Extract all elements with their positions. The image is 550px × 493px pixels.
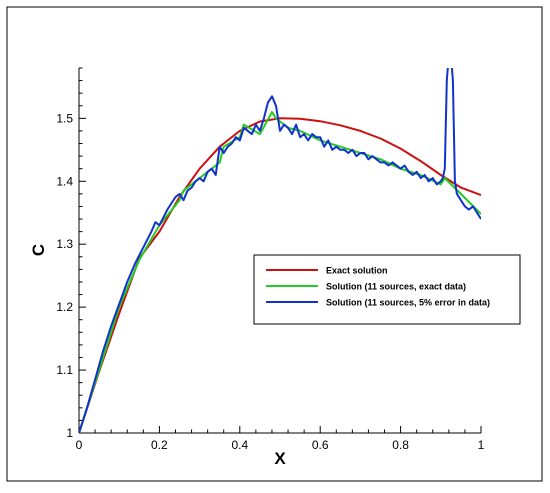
legend-label: Solution (11 sources, exact data): [326, 282, 466, 292]
y-tick-label: 1.1: [56, 363, 73, 377]
y-tick-label: 1.3: [56, 237, 73, 251]
legend-label: Solution (11 sources, 5% error in data): [326, 298, 490, 308]
x-tick-label: 0.8: [392, 438, 409, 452]
solution-noisy-data-line: [79, 68, 481, 433]
x-tick-label: 0.4: [231, 438, 248, 452]
legend-box: [253, 254, 521, 325]
y-axis-title: C: [29, 244, 48, 256]
legend: Exact solution Solution (11 sources, exac…: [253, 254, 521, 325]
y-tick-label: 1: [66, 426, 73, 440]
x-tick-label: 1: [478, 438, 485, 452]
x-tick-label: 0.2: [151, 438, 168, 452]
x-tick-label: 0: [76, 438, 83, 452]
solution-exact-data-line: [79, 111, 481, 433]
y-tick-label: 1.5: [56, 111, 73, 125]
x-tick-label: 0.6: [312, 438, 329, 452]
legend-label: Exact solution: [326, 266, 388, 276]
axes: 0 0.2 0.4 0.6 0.8 1 1 1.1 1.2 1.3 1.4 1.5: [56, 67, 485, 452]
x-axis-title: X: [274, 449, 286, 468]
figure-frame: [6, 6, 543, 482]
y-tick-label: 1.2: [56, 300, 73, 314]
y-tick-label: 1.4: [56, 174, 73, 188]
series-lines: [79, 68, 481, 433]
